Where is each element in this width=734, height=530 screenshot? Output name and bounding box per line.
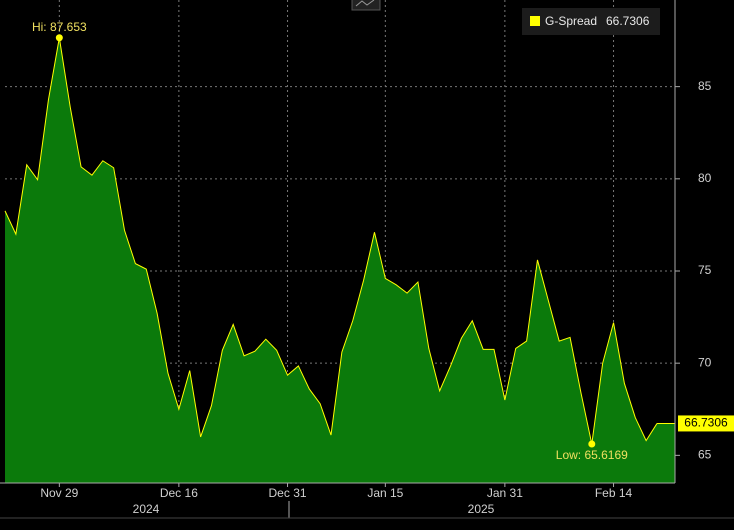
last-value-label: 66.7306 [684,416,728,430]
area [5,37,657,483]
last-value-tag [678,415,734,432]
high-marker [55,34,63,42]
chart-type-icon [355,0,375,7]
x-tick-label: Dec 16 [160,486,198,500]
chart-type-button[interactable] [351,0,381,11]
year-label: 2024 [133,502,160,516]
x-tick-label: Jan 31 [487,486,523,500]
line [4,37,658,445]
y-tick-label: 75 [698,263,712,277]
y-tick-label: 65 [698,448,712,462]
y-tick-label: 85 [698,79,712,93]
x-tick-label: Dec 31 [269,486,307,500]
year-label: 2025 [468,502,495,516]
low-label: Low: 65.6169 [556,448,628,462]
x-tick-label: Feb 14 [595,486,633,500]
low-marker [588,440,596,448]
high-label: Hi: 87.653 [32,20,87,34]
y-tick-label: 80 [698,171,712,185]
y-tick-label: 70 [698,355,712,369]
legend-box [522,8,660,35]
area-extension [657,423,675,483]
legend-label: G-Spread [545,14,597,28]
legend-swatch [530,16,540,26]
legend-value: 66.7306 [606,14,650,28]
x-tick-label: Nov 29 [40,486,78,500]
x-tick-label: Jan 15 [367,486,403,500]
